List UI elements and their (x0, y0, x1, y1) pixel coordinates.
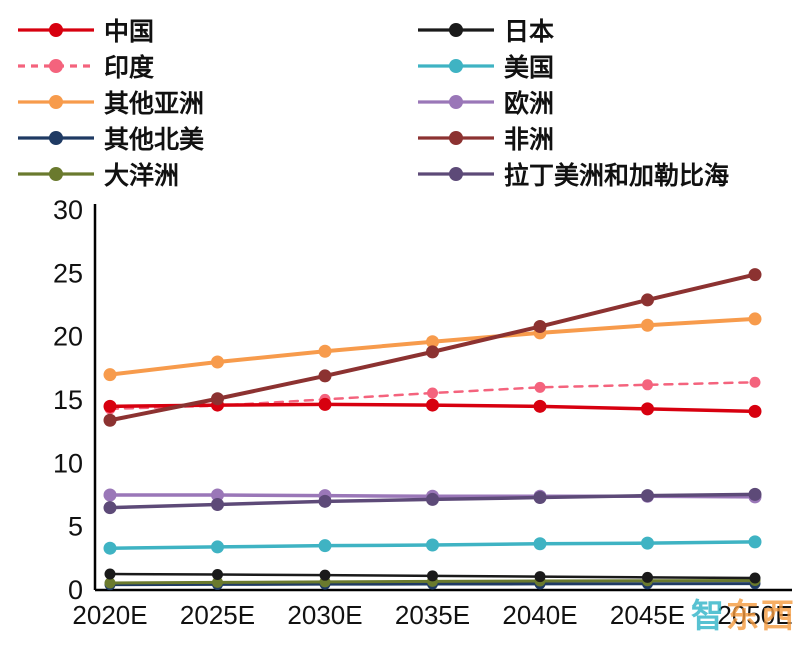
series-marker-5 (211, 488, 224, 502)
series-marker-3 (103, 541, 117, 555)
y-tick-label: 0 (68, 575, 83, 605)
legend-item-9: 拉丁美洲和加勒比海 (416, 156, 790, 192)
series-marker-3 (426, 538, 439, 552)
x-tick-label: 2050E (717, 600, 792, 630)
series-marker-2 (534, 381, 546, 393)
series-marker-1 (534, 571, 546, 583)
series-marker-0 (426, 398, 439, 412)
series-marker-7 (748, 268, 762, 282)
series-marker-1 (104, 568, 116, 580)
legend-item-4: 其他亚洲 (16, 84, 416, 120)
series-marker-5 (103, 488, 117, 502)
legend-marker-icon (18, 59, 94, 73)
series-marker-3 (318, 539, 332, 553)
series-marker-1 (212, 569, 223, 581)
line-chart: 0 5 10 15 20 25 30 2020E 2025E 2030E 2035E 2040E 204… (53, 196, 793, 630)
series-marker-7 (103, 413, 117, 427)
series-marker-1 (427, 570, 438, 582)
series-marker-4 (211, 355, 224, 369)
legend-label: 非洲 (504, 126, 555, 154)
series-marker-2 (427, 387, 438, 399)
series-marker-7 (641, 293, 654, 307)
legend-marker-icon (418, 23, 494, 37)
x-tick-label: 2020E (72, 600, 147, 630)
legend-label: 美国 (504, 54, 555, 82)
series-marker-7 (533, 320, 547, 334)
series-marker-9 (641, 489, 654, 503)
y-tick-label: 10 (53, 448, 83, 478)
series-marker-9 (318, 494, 332, 508)
legend-marker-icon (18, 167, 94, 181)
legend-item-3: 美国 (416, 48, 790, 84)
series-marker-0 (103, 399, 117, 413)
legend-item-1: 日本 (416, 12, 790, 48)
legend-item-6: 其他北美 (16, 120, 416, 156)
series-marker-4 (318, 344, 332, 358)
series-marker-9 (748, 487, 762, 501)
series-marker-3 (748, 535, 762, 549)
y-tick-label: 5 (68, 512, 83, 542)
series-marker-3 (533, 537, 547, 551)
series-marker-4 (103, 368, 117, 382)
series-marker-2 (749, 376, 761, 388)
series-marker-0 (748, 404, 762, 418)
legend-marker-icon (418, 167, 494, 181)
legend-marker-icon (418, 95, 494, 109)
legend-marker-icon (418, 131, 494, 145)
series-marker-4 (426, 335, 439, 349)
series-marker-9 (211, 498, 224, 511)
series-marker-9 (533, 491, 547, 505)
legend-item-2: 印度 (16, 48, 416, 84)
series-marker-0 (318, 397, 332, 411)
legend-label: 中国 (104, 18, 155, 46)
series-marker-1 (319, 569, 331, 581)
series-marker-8 (104, 577, 116, 589)
legend-marker-icon (18, 95, 94, 109)
series-marker-3 (641, 536, 654, 550)
y-tick-label: 15 (53, 385, 83, 415)
series-marker-0 (641, 402, 654, 416)
series-marker-1 (642, 571, 653, 583)
series-marker-2 (642, 379, 653, 391)
y-tick-label: 20 (53, 322, 83, 352)
series-marker-9 (103, 501, 117, 515)
series-marker-7 (318, 369, 332, 383)
y-tick-label: 30 (53, 196, 83, 225)
legend: 中国 日本印度 美国其他亚洲 欧洲其他北美 非洲大洋洲 拉丁美洲和加勒比海 (0, 0, 800, 196)
series-marker-7 (426, 345, 439, 359)
legend-marker-icon (418, 59, 494, 73)
legend-marker-icon (18, 131, 94, 145)
legend-item-0: 中国 (16, 12, 416, 48)
legend-label: 大洋洲 (104, 162, 180, 190)
x-tick-label: 2045E (610, 600, 685, 630)
series-marker-9 (426, 492, 439, 506)
legend-item-7: 非洲 (416, 120, 790, 156)
series-marker-4 (748, 312, 762, 326)
x-tick-label: 2035E (395, 600, 470, 630)
x-tick-label: 2030E (287, 600, 362, 630)
x-tick-label: 2040E (502, 600, 577, 630)
series-marker-3 (211, 540, 224, 554)
legend-item-5: 欧洲 (416, 84, 790, 120)
series-marker-4 (641, 318, 654, 332)
legend-label: 其他北美 (104, 126, 205, 154)
series-marker-1 (749, 572, 761, 584)
y-tick-label: 25 (53, 258, 83, 288)
series-marker-0 (533, 399, 547, 413)
legend-marker-icon (18, 23, 94, 37)
series-marker-8 (212, 576, 223, 588)
x-tick-label: 2025E (180, 600, 255, 630)
legend-label: 欧洲 (504, 90, 555, 118)
legend-label: 拉丁美洲和加勒比海 (504, 162, 730, 190)
legend-label: 印度 (104, 54, 155, 82)
legend-label: 其他亚洲 (104, 90, 205, 118)
legend-label: 日本 (504, 18, 555, 46)
legend-item-8: 大洋洲 (16, 156, 416, 192)
series-marker-7 (211, 392, 224, 406)
